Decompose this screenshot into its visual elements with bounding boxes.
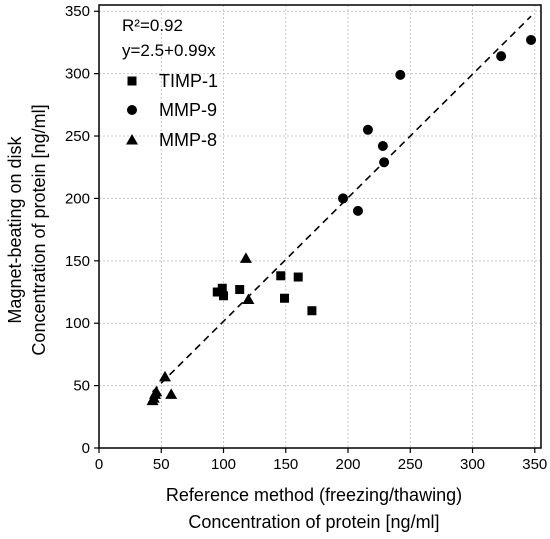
data-point-timp1 — [217, 283, 227, 293]
y-tick-label: 50 — [73, 378, 90, 395]
legend-label-mmp9: MMP-9 — [159, 100, 217, 120]
fit-line-group — [151, 15, 532, 393]
data-point-mmp9 — [377, 141, 388, 152]
data-point-mmp9 — [496, 51, 507, 62]
y-tick-label: 0 — [82, 440, 90, 457]
y-tick-label: 300 — [65, 66, 90, 83]
x-tick-label: 350 — [522, 456, 547, 473]
x-axis-title-line1: Reference method (freezing/thawing) — [166, 485, 462, 505]
plot-frame — [98, 4, 542, 449]
y-axis-title-line2: Concentration of protein [ng/ml] — [29, 104, 49, 355]
x-tick-label: 100 — [211, 456, 236, 473]
equation-annotation: y=2.5+0.99x — [122, 41, 216, 60]
data-point-timp1 — [235, 285, 245, 295]
x-axis-title-line2: Concentration of protein [ng/ml] — [188, 512, 439, 532]
legend: TIMP-1 MMP-9 MMP-8 — [126, 71, 218, 150]
r-squared-annotation: R²=0.92 — [122, 16, 183, 35]
data-point-mmp9 — [362, 124, 373, 135]
x-tick-label: 150 — [273, 456, 298, 473]
legend-marker-mmp9 — [127, 105, 137, 115]
y-tick-label: 150 — [65, 253, 90, 270]
data-point-timp1 — [293, 272, 303, 282]
y-tick-label: 250 — [65, 128, 90, 145]
legend-label-mmp8: MMP-8 — [159, 130, 217, 150]
x-tick-label: 0 — [95, 456, 103, 473]
data-point-mmp9 — [338, 193, 349, 204]
data-point-mmp8 — [242, 293, 255, 305]
y-axis-title-line1: Magnet-beating on disk — [5, 135, 25, 323]
data-point-timp1 — [276, 271, 286, 281]
legend-label-timp1: TIMP-1 — [159, 71, 218, 91]
grid-lines — [99, 5, 541, 448]
x-tick-label: 250 — [398, 456, 423, 473]
axis-ticks: 0 50 100 150 200 250 300 350 0 50 100 150 200 250 300 3… — [65, 3, 547, 473]
fit-line — [151, 15, 532, 393]
data-point-mmp8 — [239, 252, 252, 263]
data-point-mmp8 — [158, 370, 171, 382]
data-point-timp1 — [280, 293, 290, 303]
y-tick-label: 200 — [65, 190, 90, 207]
data-point-timp1 — [212, 287, 222, 297]
data-point-mmp8 — [150, 385, 163, 397]
data-point-mmp8 — [165, 388, 178, 399]
data-point-mmp9 — [395, 69, 406, 80]
x-tick-label: 300 — [460, 456, 485, 473]
x-tick-label: 200 — [335, 456, 360, 473]
data-point-timp1 — [219, 291, 229, 301]
data-point-mmp9 — [352, 205, 363, 216]
data-point-timp1 — [307, 306, 317, 316]
x-tick-label: 50 — [153, 456, 170, 473]
data-point-mmp9 — [379, 157, 390, 168]
legend-marker-timp1 — [127, 76, 137, 86]
data-points — [146, 34, 537, 406]
y-tick-label: 100 — [65, 315, 90, 332]
data-point-mmp9 — [526, 34, 537, 45]
legend-marker-mmp8 — [126, 134, 138, 145]
y-tick-label: 350 — [65, 3, 90, 20]
